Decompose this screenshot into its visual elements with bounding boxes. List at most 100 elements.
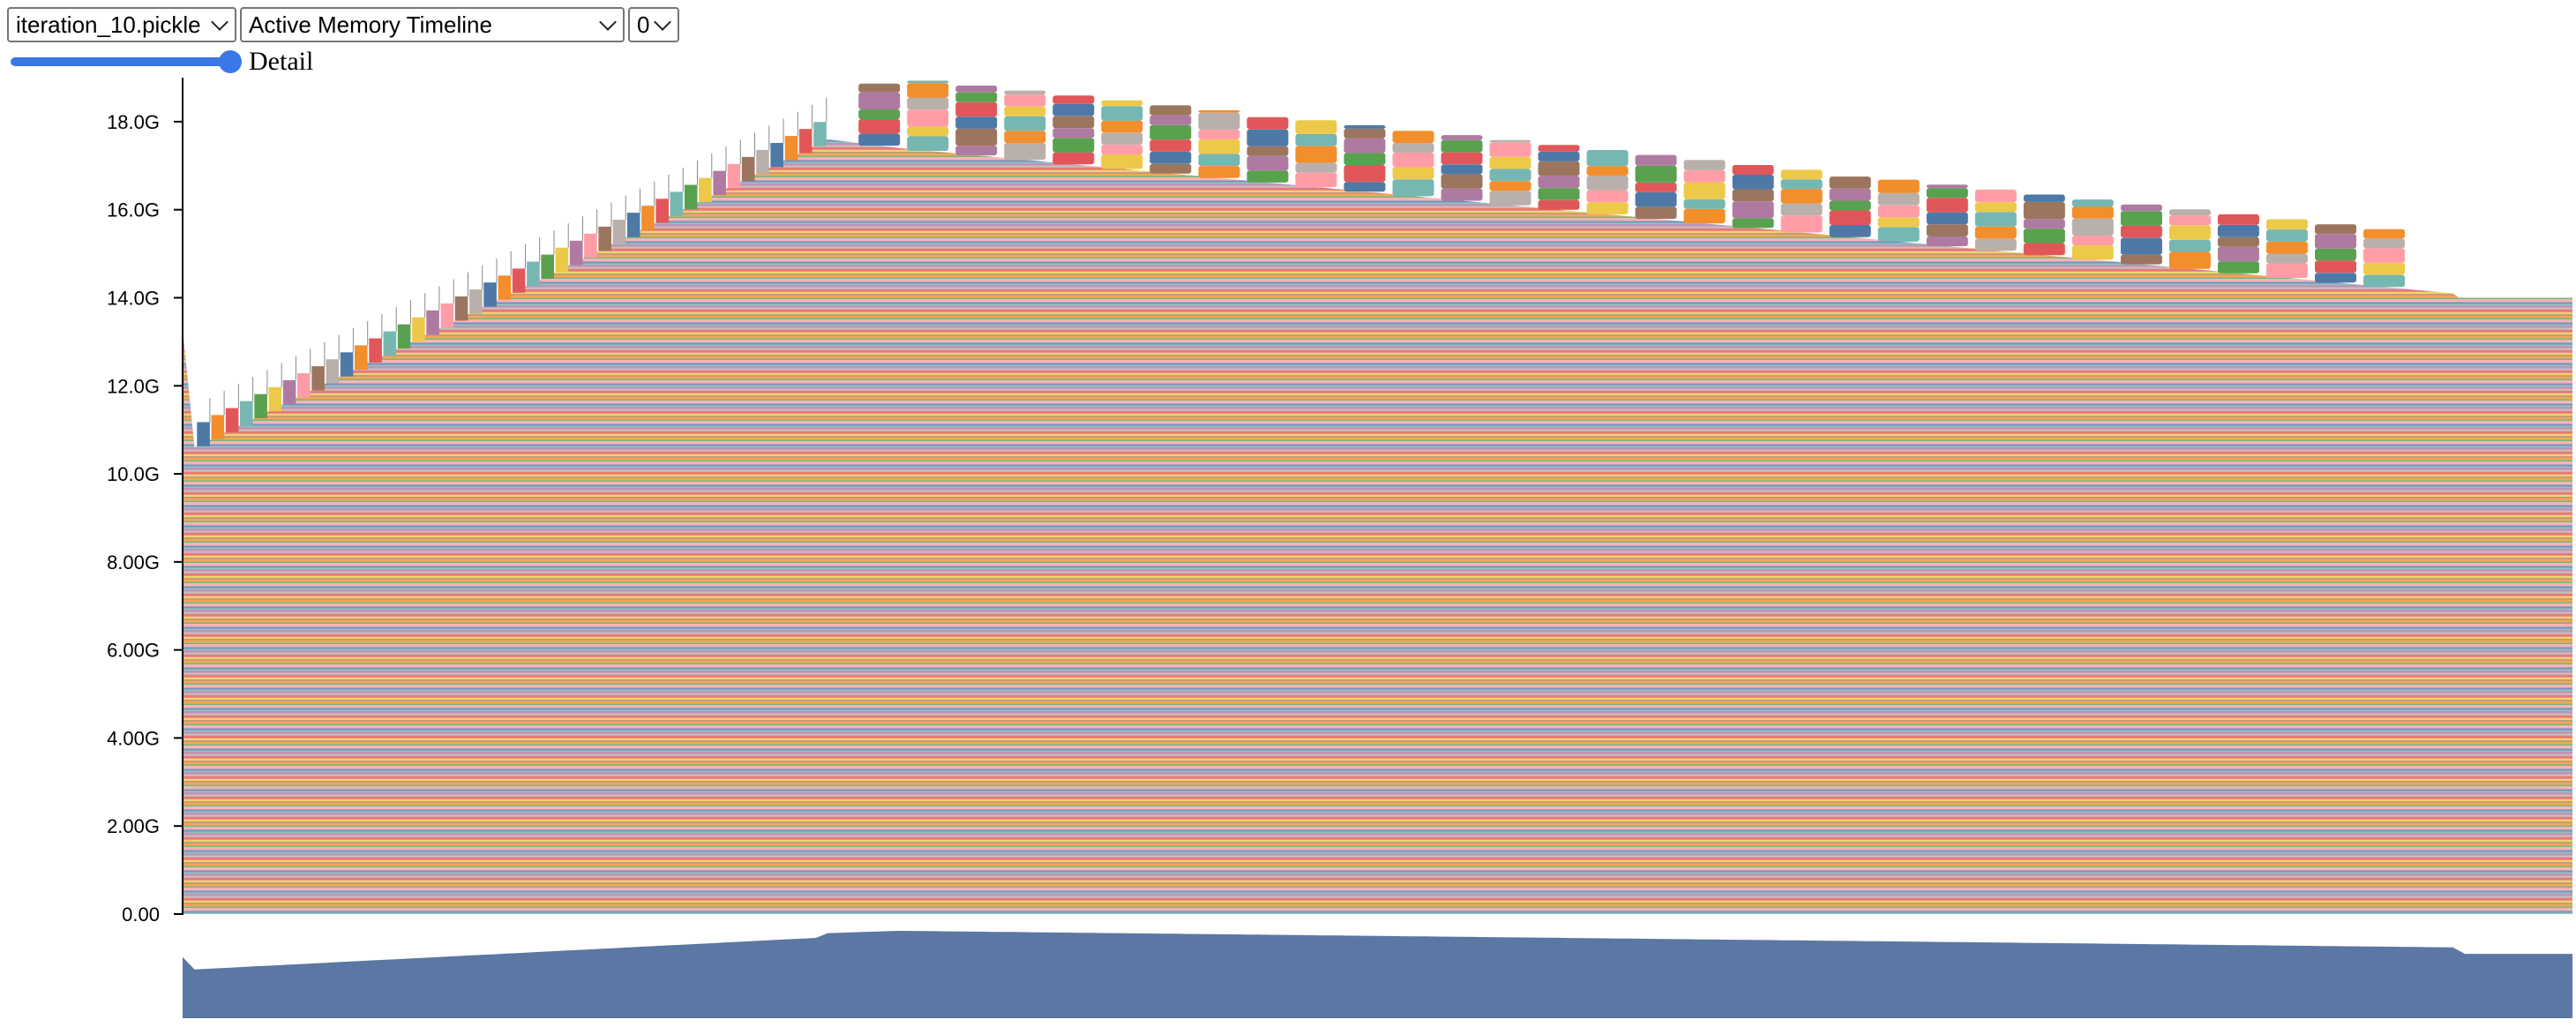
allocation-block[interactable] xyxy=(297,373,311,398)
allocation-band[interactable] xyxy=(183,792,2572,795)
allocation-band[interactable] xyxy=(183,226,2572,229)
allocation-band[interactable] xyxy=(183,663,2572,665)
allocation-block[interactable] xyxy=(1489,139,1531,143)
allocation-band[interactable] xyxy=(183,234,2572,237)
allocation-block[interactable] xyxy=(527,261,540,286)
allocation-band[interactable] xyxy=(183,79,2572,80)
allocation-band[interactable] xyxy=(183,329,2572,333)
allocation-band[interactable] xyxy=(183,238,2572,242)
allocation-band[interactable] xyxy=(183,484,2572,487)
allocation-band[interactable] xyxy=(183,656,2572,660)
allocation-band[interactable] xyxy=(183,761,2572,765)
allocation-block[interactable] xyxy=(626,213,640,237)
allocation-block[interactable] xyxy=(2168,251,2211,269)
allocation-band[interactable] xyxy=(183,575,2572,579)
allocation-band[interactable] xyxy=(183,610,2572,612)
allocation-band[interactable] xyxy=(183,388,2572,391)
allocation-block[interactable] xyxy=(412,317,425,342)
allocation-block[interactable] xyxy=(784,136,798,161)
allocation-band[interactable] xyxy=(183,875,2572,878)
allocation-band[interactable] xyxy=(183,224,2572,227)
allocation-block[interactable] xyxy=(1441,174,1483,189)
allocation-block[interactable] xyxy=(1004,106,1046,116)
allocation-band[interactable] xyxy=(183,752,2572,754)
allocation-band[interactable] xyxy=(183,461,2572,465)
allocation-block[interactable] xyxy=(2315,273,2356,283)
allocation-block[interactable] xyxy=(1149,105,1192,116)
allocation-block[interactable] xyxy=(1683,169,1726,183)
allocation-band[interactable] xyxy=(183,366,2572,369)
allocation-band[interactable] xyxy=(183,222,2572,224)
allocation-block[interactable] xyxy=(383,331,397,356)
allocation-band[interactable] xyxy=(183,506,2572,508)
allocation-block[interactable] xyxy=(858,83,901,93)
allocation-band[interactable] xyxy=(183,622,2572,625)
allocation-band[interactable] xyxy=(183,766,2572,769)
allocation-band[interactable] xyxy=(183,908,2572,911)
allocation-band[interactable] xyxy=(183,471,2572,475)
allocation-band[interactable] xyxy=(183,863,2572,866)
allocation-block[interactable] xyxy=(2265,229,2308,242)
allocation-band[interactable] xyxy=(183,789,2572,791)
allocation-block[interactable] xyxy=(1732,189,1774,202)
allocation-band[interactable] xyxy=(183,454,2572,457)
allocation-band[interactable] xyxy=(183,659,2572,661)
allocation-block[interactable] xyxy=(1344,153,1386,165)
allocation-band[interactable] xyxy=(183,705,2572,708)
allocation-band[interactable] xyxy=(183,764,2572,767)
allocation-block[interactable] xyxy=(1489,169,1531,182)
allocation-block[interactable] xyxy=(1247,155,1289,171)
allocation-block[interactable] xyxy=(569,240,583,266)
allocation-block[interactable] xyxy=(2071,206,2114,219)
allocation-band[interactable] xyxy=(183,786,2572,790)
allocation-band[interactable] xyxy=(183,750,2572,752)
allocation-band[interactable] xyxy=(183,99,2572,101)
allocation-band[interactable] xyxy=(183,283,2572,285)
allocation-block[interactable] xyxy=(1732,218,1774,229)
allocation-band[interactable] xyxy=(183,801,2572,803)
allocation-band[interactable] xyxy=(183,315,2572,319)
allocation-band[interactable] xyxy=(183,254,2572,258)
allocation-band[interactable] xyxy=(183,538,2572,542)
allocation-block[interactable] xyxy=(1635,154,1677,166)
detail-slider[interactable] xyxy=(11,50,242,73)
allocation-band[interactable] xyxy=(183,735,2572,738)
allocation-band[interactable] xyxy=(183,294,2572,296)
allocation-block[interactable] xyxy=(1926,188,1968,199)
allocation-band[interactable] xyxy=(183,862,2572,864)
allocation-band[interactable] xyxy=(183,395,2572,397)
allocation-band[interactable] xyxy=(183,906,2572,909)
allocation-band[interactable] xyxy=(183,697,2572,701)
allocation-band[interactable] xyxy=(183,725,2572,729)
allocation-block[interactable] xyxy=(955,101,998,117)
allocation-band[interactable] xyxy=(183,680,2572,684)
allocation-block[interactable] xyxy=(2363,238,2405,249)
allocation-band[interactable] xyxy=(183,809,2572,812)
allocation-block[interactable] xyxy=(2023,219,2065,229)
allocation-block[interactable] xyxy=(2363,229,2405,239)
allocation-block[interactable] xyxy=(955,86,998,93)
allocation-band[interactable] xyxy=(183,363,2572,365)
allocation-band[interactable] xyxy=(183,494,2572,498)
allocation-block[interactable] xyxy=(1392,143,1434,153)
allocation-block[interactable] xyxy=(1829,210,1871,226)
allocation-band[interactable] xyxy=(183,639,2572,641)
allocation-band[interactable] xyxy=(183,309,2572,312)
allocation-block[interactable] xyxy=(2023,243,2065,256)
allocation-band[interactable] xyxy=(183,311,2572,315)
allocation-band[interactable] xyxy=(183,894,2572,896)
allocation-block[interactable] xyxy=(1732,165,1774,175)
allocation-band[interactable] xyxy=(183,76,2572,79)
allocation-band[interactable] xyxy=(183,866,2572,868)
allocation-band[interactable] xyxy=(183,261,2572,264)
view-select[interactable]: Active Memory Timeline xyxy=(240,7,625,42)
allocation-band[interactable] xyxy=(183,344,2572,346)
allocation-block[interactable] xyxy=(1635,206,1677,220)
allocation-band[interactable] xyxy=(183,352,2572,356)
allocation-band[interactable] xyxy=(183,589,2572,592)
allocation-band[interactable] xyxy=(183,843,2572,846)
allocation-band[interactable] xyxy=(183,547,2572,549)
allocation-band[interactable] xyxy=(183,200,2572,203)
allocation-band[interactable] xyxy=(183,111,2572,112)
allocation-band[interactable] xyxy=(183,514,2572,518)
